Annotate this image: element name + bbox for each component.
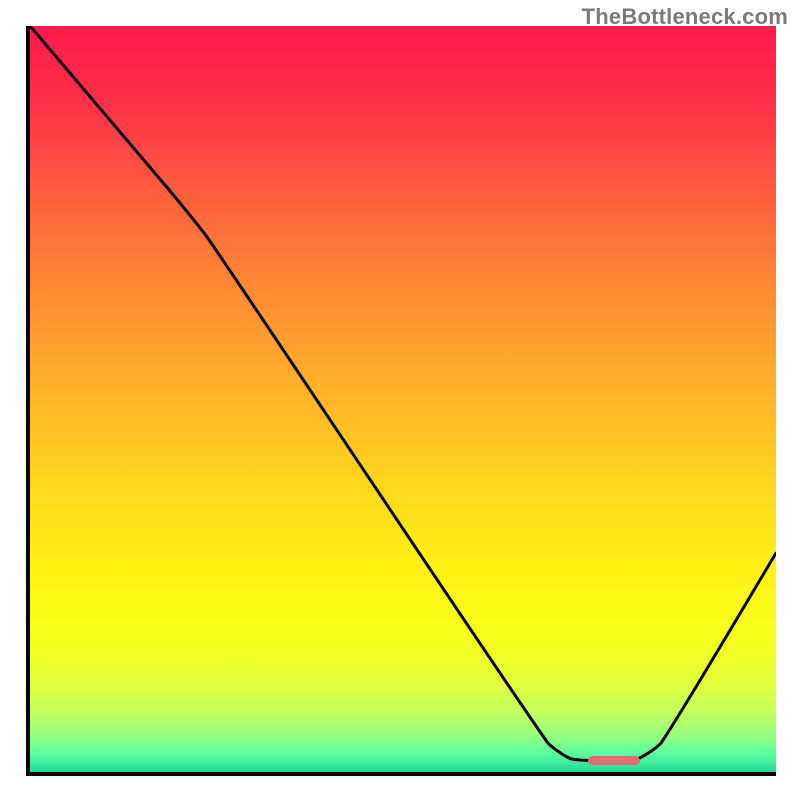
curve-line xyxy=(30,26,776,772)
chart-container: TheBottleneck.com xyxy=(0,0,800,800)
plot-area xyxy=(26,26,776,776)
valley-marker xyxy=(588,756,640,765)
